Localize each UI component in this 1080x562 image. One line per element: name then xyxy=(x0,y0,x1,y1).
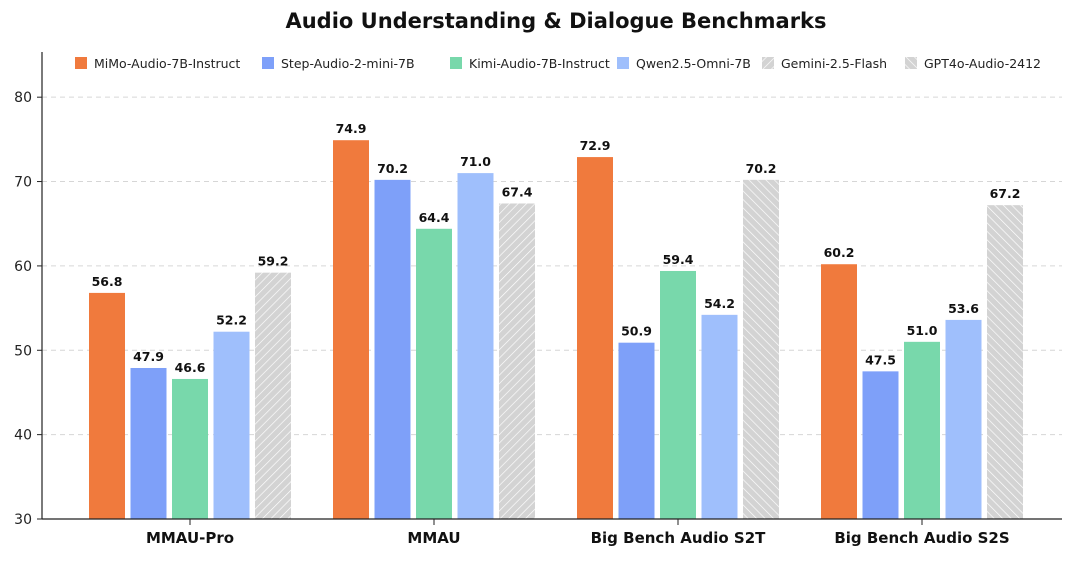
legend-swatch xyxy=(905,57,917,69)
data-label: 74.9 xyxy=(336,121,367,136)
bar-mimo-audio-7b-instruct xyxy=(577,157,613,519)
bar-qwen2-5-omni-7b xyxy=(213,331,250,519)
data-label: 70.2 xyxy=(377,161,408,176)
data-label: 52.2 xyxy=(216,313,247,328)
bar-mimo-audio-7b-instruct xyxy=(333,140,369,519)
y-tick-label: 70 xyxy=(14,175,32,191)
y-tick-label: 40 xyxy=(14,428,32,444)
data-label: 59.4 xyxy=(663,252,694,267)
bar-gpt4o-audio-2412 xyxy=(743,179,779,519)
y-tick-label: 30 xyxy=(14,512,32,528)
x-tick-label: Big Bench Audio S2S xyxy=(834,529,1009,547)
bar-gemini-2-5-flash xyxy=(255,272,291,519)
legend-swatch xyxy=(762,57,774,69)
data-label: 71.0 xyxy=(460,154,491,169)
y-tick-label: 80 xyxy=(14,90,32,106)
legend-swatch xyxy=(262,57,274,69)
bar-mimo-audio-7b-instruct xyxy=(89,292,125,519)
data-label: 46.6 xyxy=(175,360,206,375)
data-label: 60.2 xyxy=(824,245,855,260)
bar-qwen2-5-omni-7b xyxy=(945,319,982,519)
data-label: 67.2 xyxy=(990,186,1021,201)
data-label: 59.2 xyxy=(258,254,289,269)
data-label: 47.5 xyxy=(865,352,896,367)
y-tick-label: 50 xyxy=(14,343,32,359)
legend-swatch xyxy=(617,57,629,69)
data-label: 72.9 xyxy=(580,138,611,153)
bar-kimi-audio-7b-instruct xyxy=(904,341,940,519)
bar-mimo-audio-7b-instruct xyxy=(821,264,857,519)
legend: MiMo-Audio-7B-Instruct Step-Audio-2-mini-… xyxy=(75,56,1041,71)
bar-step-audio-2-mini-7b xyxy=(862,371,899,519)
legend-label: Qwen2.5-Omni-7B xyxy=(636,56,751,71)
legend-label: MiMo-Audio-7B-Instruct xyxy=(94,56,240,71)
data-label: 70.2 xyxy=(746,161,777,176)
data-label: 47.9 xyxy=(133,349,164,364)
x-tick-label: MMAU-Pro xyxy=(146,529,234,547)
legend-label: GPT4o-Audio-2412 xyxy=(924,56,1041,71)
x-tick-label: Big Bench Audio S2T xyxy=(591,529,767,547)
data-label: 51.0 xyxy=(907,323,938,338)
bar-kimi-audio-7b-instruct xyxy=(660,270,696,519)
data-label: 53.6 xyxy=(948,301,979,316)
bar-step-audio-2-mini-7b xyxy=(618,342,655,519)
bar-gpt4o-audio-2412 xyxy=(987,205,1023,519)
data-label: 56.8 xyxy=(92,274,123,289)
data-label: 54.2 xyxy=(704,296,735,311)
legend-label: Kimi-Audio-7B-Instruct xyxy=(469,56,610,71)
y-tick-label: 60 xyxy=(14,259,32,275)
bar-gemini-2-5-flash xyxy=(499,203,535,520)
legend-swatch xyxy=(450,57,462,69)
bar-step-audio-2-mini-7b xyxy=(374,179,411,519)
bar-step-audio-2-mini-7b xyxy=(130,367,167,519)
chart-title: Audio Understanding & Dialogue Benchmark… xyxy=(285,9,826,33)
bar-kimi-audio-7b-instruct xyxy=(172,378,208,519)
legend-label: Gemini-2.5-Flash xyxy=(781,56,887,71)
data-label: 67.4 xyxy=(502,184,533,199)
bar-kimi-audio-7b-instruct xyxy=(416,228,452,519)
legend-label: Step-Audio-2-mini-7B xyxy=(281,56,415,71)
data-label: 64.4 xyxy=(419,210,450,225)
bar-qwen2-5-omni-7b xyxy=(457,173,494,520)
x-tick-label: MMAU xyxy=(407,529,460,547)
data-label: 50.9 xyxy=(621,324,652,339)
legend-swatch xyxy=(75,57,87,69)
bar-qwen2-5-omni-7b xyxy=(701,314,738,519)
